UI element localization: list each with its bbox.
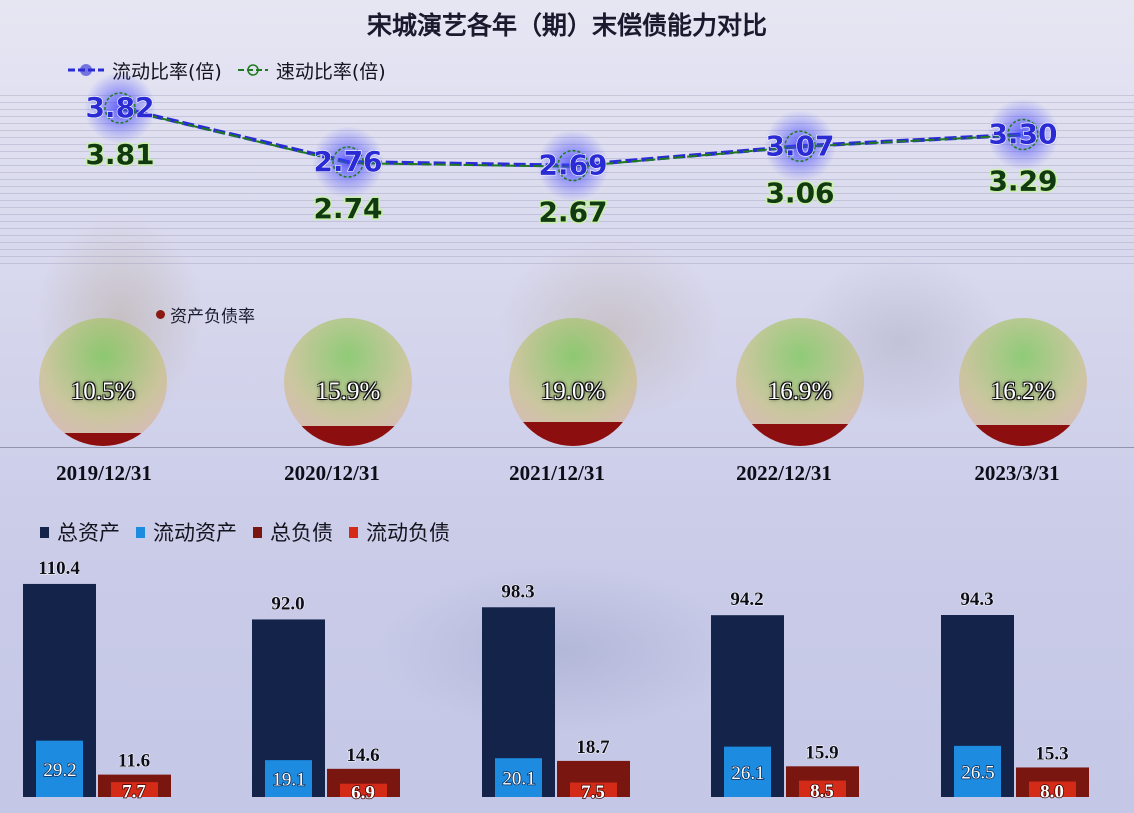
quick-ratio-point — [332, 146, 364, 178]
legend-label-quick-ratio: 速动比率(倍) — [275, 60, 386, 83]
legend-item-quick-ratio: 速动比率(倍) — [236, 57, 386, 84]
debt-ratio-dot-icon — [156, 310, 165, 319]
legend-label-current-liabilities: 流动负债 — [366, 521, 450, 545]
debt-ratio-bubble: 19.0% — [509, 318, 637, 446]
quick-ratio-point — [784, 130, 816, 162]
legend-item-current-ratio: 流动比率(倍) — [66, 57, 222, 84]
legend-label-total-liabilities: 总负债 — [270, 521, 333, 545]
legend-label-current-assets: 流动资产 — [153, 521, 237, 545]
legend-item-total-assets: 总资产 — [40, 517, 120, 547]
current-ratio-data-label: 2.76 — [313, 145, 382, 178]
debt-ratio-fill — [509, 422, 637, 446]
current-assets-legend-icon — [136, 526, 145, 538]
current-ratio-data-label: 2.69 — [538, 149, 607, 182]
date-tick-label: 2021/12/31 — [509, 461, 605, 485]
debt-ratio-bubble: 16.2% — [959, 318, 1087, 446]
date-axis-line — [0, 447, 1134, 448]
debt-ratio-value: 16.9% — [767, 378, 833, 405]
ratio-line-chart: 3.82 3.81 2.76 2.74 2.69 2.67 3.07 3.06 3.30 3.29 — [84, 72, 1059, 230]
current-ratio-data-label: 3.82 — [85, 91, 154, 124]
debt-ratio-legend-label: 资产负债率 — [170, 307, 255, 327]
quick-ratio-data-label: 2.74 — [313, 192, 382, 225]
chart-title: 宋城演艺各年（期）末偿债能力对比 — [366, 11, 767, 40]
legend-item-total-liabilities: 总负债 — [253, 517, 333, 547]
debt-ratio-fill — [736, 424, 864, 446]
debt-ratio-value: 19.0% — [540, 378, 606, 405]
total-assets-legend-icon — [40, 526, 49, 538]
quick-ratio-point — [557, 149, 589, 182]
date-tick-label: 2023/3/31 — [974, 461, 1060, 485]
date-tick-label: 2019/12/31 — [56, 461, 152, 485]
current-ratio-point-glow — [987, 98, 1059, 171]
legend-item-current-liabilities: 流动负债 — [349, 517, 450, 547]
debt-ratio-bubble: 15.9% — [284, 318, 412, 446]
debt-ratio-value: 10.5% — [70, 378, 136, 405]
quick-ratio-point — [104, 92, 136, 124]
date-tick-label: 2022/12/31 — [736, 461, 832, 485]
line-legend: 流动比率(倍) 速动比率(倍) — [66, 57, 400, 84]
total-liabilities-legend-icon — [253, 526, 262, 538]
debt-ratio-value: 15.9% — [315, 378, 381, 405]
current-ratio-point-glow — [84, 72, 156, 144]
date-tick-label: 2020/12/31 — [284, 461, 380, 485]
bar-legend: 总资产 流动资产 总负债 流动负债 — [40, 517, 466, 547]
debt-ratio-bubble: 10.5% — [39, 318, 167, 446]
debt-ratio-value: 16.2% — [990, 378, 1056, 405]
current-ratio-point-glow — [537, 129, 609, 202]
debt-ratio-fill — [39, 433, 167, 446]
current-ratio-data-label: 3.07 — [765, 129, 834, 162]
quick-ratio-line — [119, 107, 1024, 168]
current-ratio-point-glow — [764, 110, 836, 183]
debt-ratio-fill — [284, 426, 412, 446]
legend-item-current-assets: 流动资产 — [136, 517, 237, 547]
current-liabilities-legend-icon — [349, 526, 358, 538]
quick-ratio-data-label: 3.29 — [988, 165, 1057, 198]
quick-ratio-data-label: 3.81 — [85, 138, 154, 171]
legend-label-total-assets: 总资产 — [57, 521, 120, 545]
current-ratio-data-label: 3.30 — [988, 118, 1057, 151]
quick-ratio-data-label: 2.67 — [538, 196, 607, 229]
current-ratio-point-glow — [312, 126, 384, 199]
quick-ratio-data-label: 3.06 — [765, 176, 834, 209]
debt-ratio-legend: 资产负债率 — [156, 302, 255, 327]
debt-ratio-bubble: 16.9% — [736, 318, 864, 446]
quick-ratio-legend-icon — [237, 64, 268, 76]
debt-ratio-fill — [959, 425, 1087, 446]
current-ratio-legend-icon — [68, 64, 104, 76]
legend-label-current-ratio: 流动比率(倍) — [112, 60, 222, 83]
quick-ratio-point — [1007, 118, 1039, 151]
